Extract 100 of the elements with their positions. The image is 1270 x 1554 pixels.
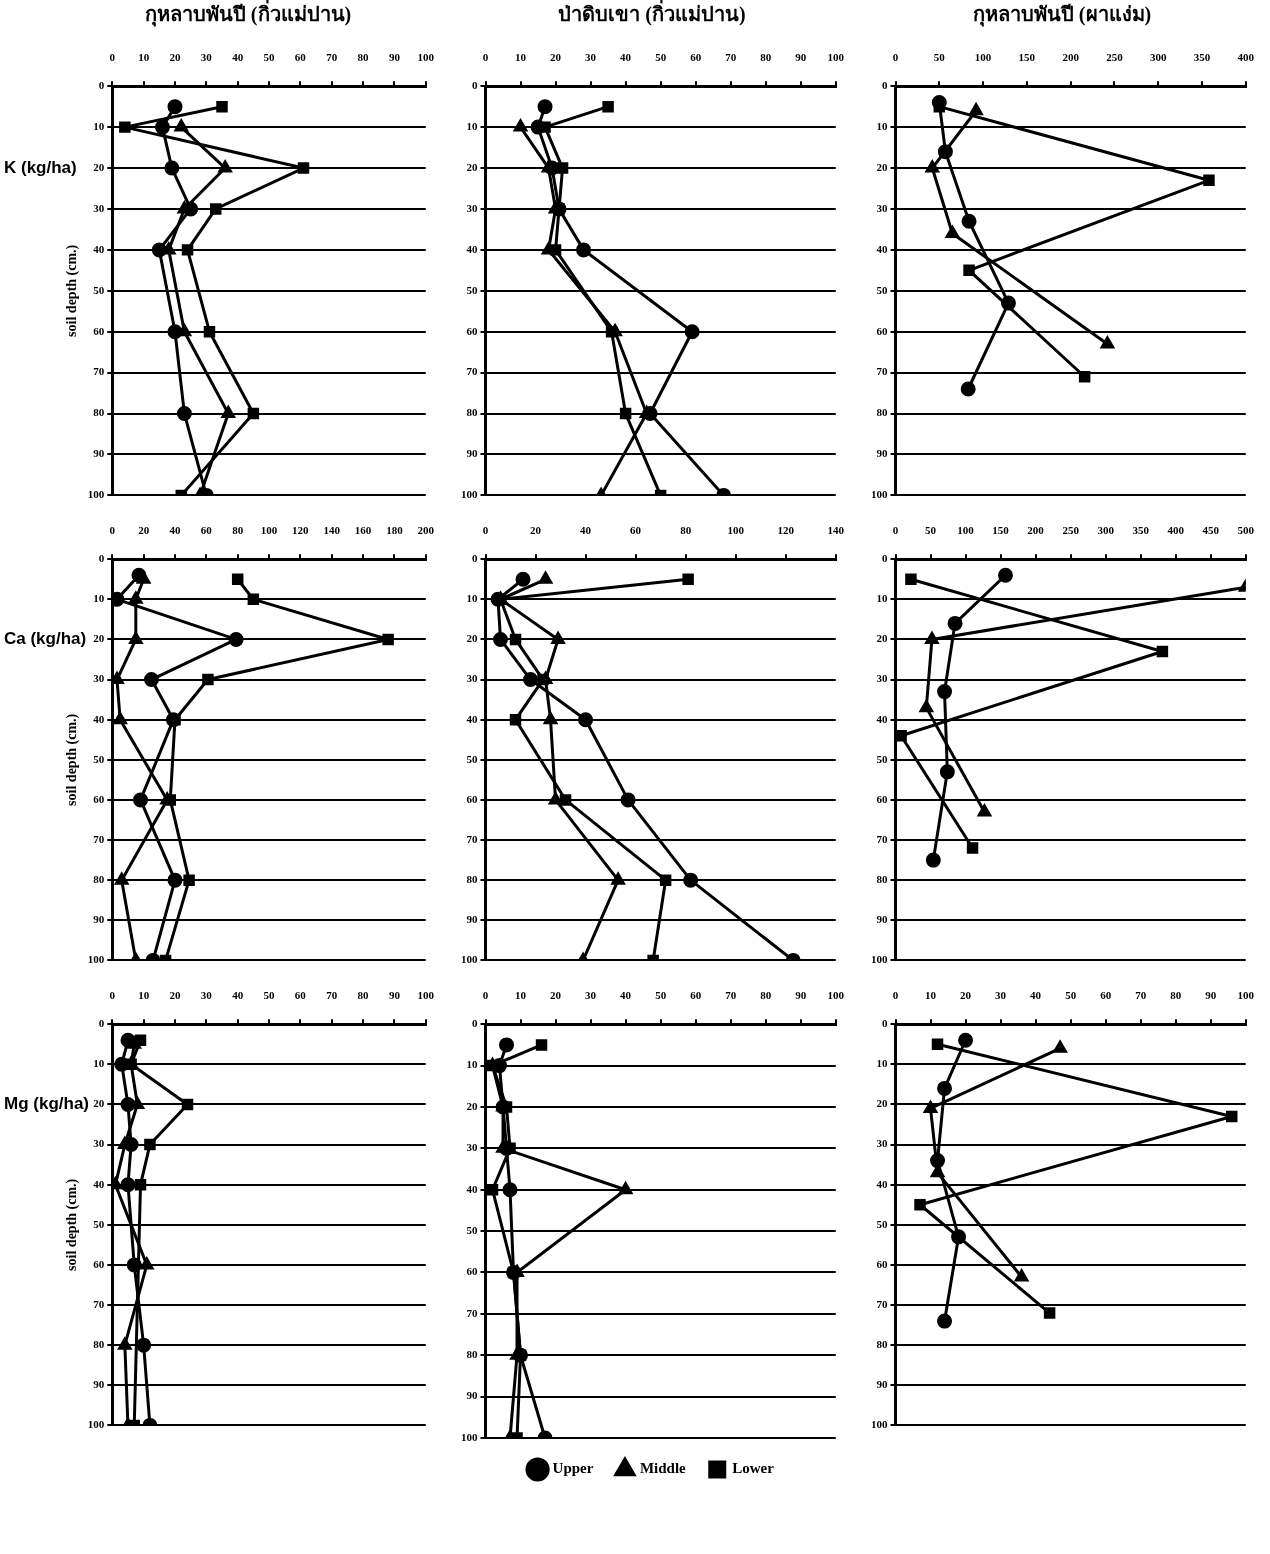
x-tick-label: 70 (326, 51, 338, 64)
chart-title: กุหลาบพันปี (ผาแง่ม) (972, 3, 1152, 28)
y-tick-label: 50 (876, 752, 888, 765)
x-tick-label: 200 (1027, 524, 1045, 537)
y-tick-label: 0 (472, 552, 478, 565)
x-tick-label: 10 (925, 989, 937, 1002)
y-tick-label: 0 (882, 552, 888, 565)
y-tick-label: 70 (876, 832, 888, 845)
y-tick-label: 40 (93, 712, 105, 725)
x-tick-label: 90 (388, 51, 401, 64)
x-tick-label: 160 (354, 524, 372, 537)
x-tick-label: 80 (760, 989, 772, 1002)
x-tick-label: 150 (992, 524, 1010, 537)
x-tick-label: 20 (169, 51, 181, 64)
y-tick-label: 10 (93, 592, 105, 605)
x-tick-label: 50 (655, 989, 667, 1002)
y-tick-label: 0 (882, 79, 888, 92)
x-tick-label: 100 (260, 524, 278, 537)
y-tick-label: 40 (876, 712, 888, 725)
x-tick-label: 20 (138, 524, 150, 537)
x-tick-label: 60 (294, 989, 307, 1002)
x-tick-label: 100 (1237, 989, 1255, 1002)
y-tick-label: 40 (466, 242, 478, 255)
y-tick-label: 10 (876, 592, 888, 605)
y-tick-label: 30 (93, 201, 105, 214)
x-tick-label: 90 (795, 989, 807, 1002)
x-tick-label: 150 (1018, 51, 1036, 64)
y-tick-label: 60 (466, 324, 478, 337)
y-tick-label: 40 (93, 1177, 105, 1190)
y-tick-label: 20 (876, 1097, 888, 1110)
x-tick-label: 180 (386, 524, 404, 537)
text: K (kg/ha) (4, 157, 77, 177)
y-tick-label: 90 (876, 447, 888, 460)
x-tick-label: 0 (482, 989, 489, 1002)
y-tick-label: 30 (466, 1141, 478, 1154)
x-tick-label: 50 (263, 989, 276, 1002)
x-tick-label: 0 (482, 524, 489, 537)
y-tick-label: 80 (93, 873, 105, 885)
y-tick-label: 60 (466, 1265, 478, 1278)
x-tick-label: 450 (1202, 524, 1220, 537)
x-tick-label: 10 (515, 51, 527, 64)
x-tick-label: 300 (1097, 524, 1115, 537)
y-tick-label: 10 (876, 119, 888, 132)
x-tick-label: 0 (482, 51, 489, 64)
y-tick-label: 80 (876, 406, 888, 419)
x-tick-label: 60 (690, 51, 702, 64)
y-tick-label: 70 (466, 1306, 478, 1319)
x-tick-label: 120 (292, 524, 310, 537)
x-tick-label: 40 (620, 989, 632, 1002)
x-tick-label: 10 (138, 989, 150, 1002)
x-tick-label: 80 (232, 524, 244, 537)
x-tick-label: 30 (585, 51, 597, 64)
y-tick-label: 80 (93, 406, 105, 419)
y-tick-label: 10 (466, 592, 478, 605)
y-tick-label: 10 (93, 119, 105, 132)
y-tick-label: 40 (93, 242, 105, 255)
x-tick-label: 0 (892, 989, 899, 1002)
x-tick-label: 50 (1065, 989, 1077, 1002)
x-tick-label: 40 (1030, 989, 1042, 1002)
y-tick-label: 40 (466, 1182, 478, 1195)
y-tick-label: 0 (472, 1017, 478, 1030)
y-tick-label: 60 (876, 324, 888, 337)
x-tick-label: 20 (169, 989, 181, 1002)
y-tick-label: 60 (93, 792, 105, 805)
x-tick-label: 200 (417, 524, 435, 537)
y-tick-label: 40 (876, 1177, 888, 1190)
y-tick-label: 40 (466, 712, 478, 725)
text: Mg (kg/ha) (4, 1094, 89, 1114)
y-tick-label: 80 (466, 1348, 478, 1361)
x-tick-label: 10 (515, 989, 527, 1002)
y-tick-label: 30 (93, 1137, 105, 1150)
x-tick-label: 60 (1100, 989, 1112, 1002)
x-tick-label: 250 (1062, 524, 1080, 537)
y-tick-label: 30 (876, 201, 888, 214)
x-tick-label: 70 (725, 989, 737, 1002)
x-tick-label: 60 (690, 989, 702, 1002)
x-tick-label: 80 (357, 51, 370, 64)
y-tick-label: 100 (461, 953, 478, 966)
y-tick-label: 20 (876, 160, 888, 173)
x-tick-label: 60 (630, 524, 642, 537)
chart-title: ป่าดิบเขา (กิ่วแม่ปาน) (558, 0, 746, 27)
y-tick-label: 70 (876, 1297, 888, 1310)
y-tick-label: 60 (876, 1257, 888, 1270)
y-tick-label: 30 (466, 672, 478, 685)
x-tick-label: 0 (109, 51, 116, 64)
x-tick-label: 80 (357, 989, 370, 1002)
x-tick-label: 50 (925, 524, 937, 537)
y-tick-label: 80 (466, 406, 478, 419)
y-tick-label: 100 (871, 488, 888, 501)
y-tick-label: 60 (93, 1257, 105, 1270)
x-tick-label: 300 (1149, 51, 1167, 64)
x-tick-label: 100 (974, 51, 992, 64)
y-tick-label: 90 (876, 1378, 888, 1391)
y-tick-label: 90 (466, 913, 478, 926)
x-tick-label: 60 (294, 51, 307, 64)
y-tick-label: 10 (466, 119, 478, 132)
y-tick-label: 100 (87, 953, 105, 966)
y-tick-label: 80 (876, 873, 888, 885)
y-tick-label: 60 (876, 792, 888, 805)
y-tick-label: 80 (876, 1338, 888, 1350)
